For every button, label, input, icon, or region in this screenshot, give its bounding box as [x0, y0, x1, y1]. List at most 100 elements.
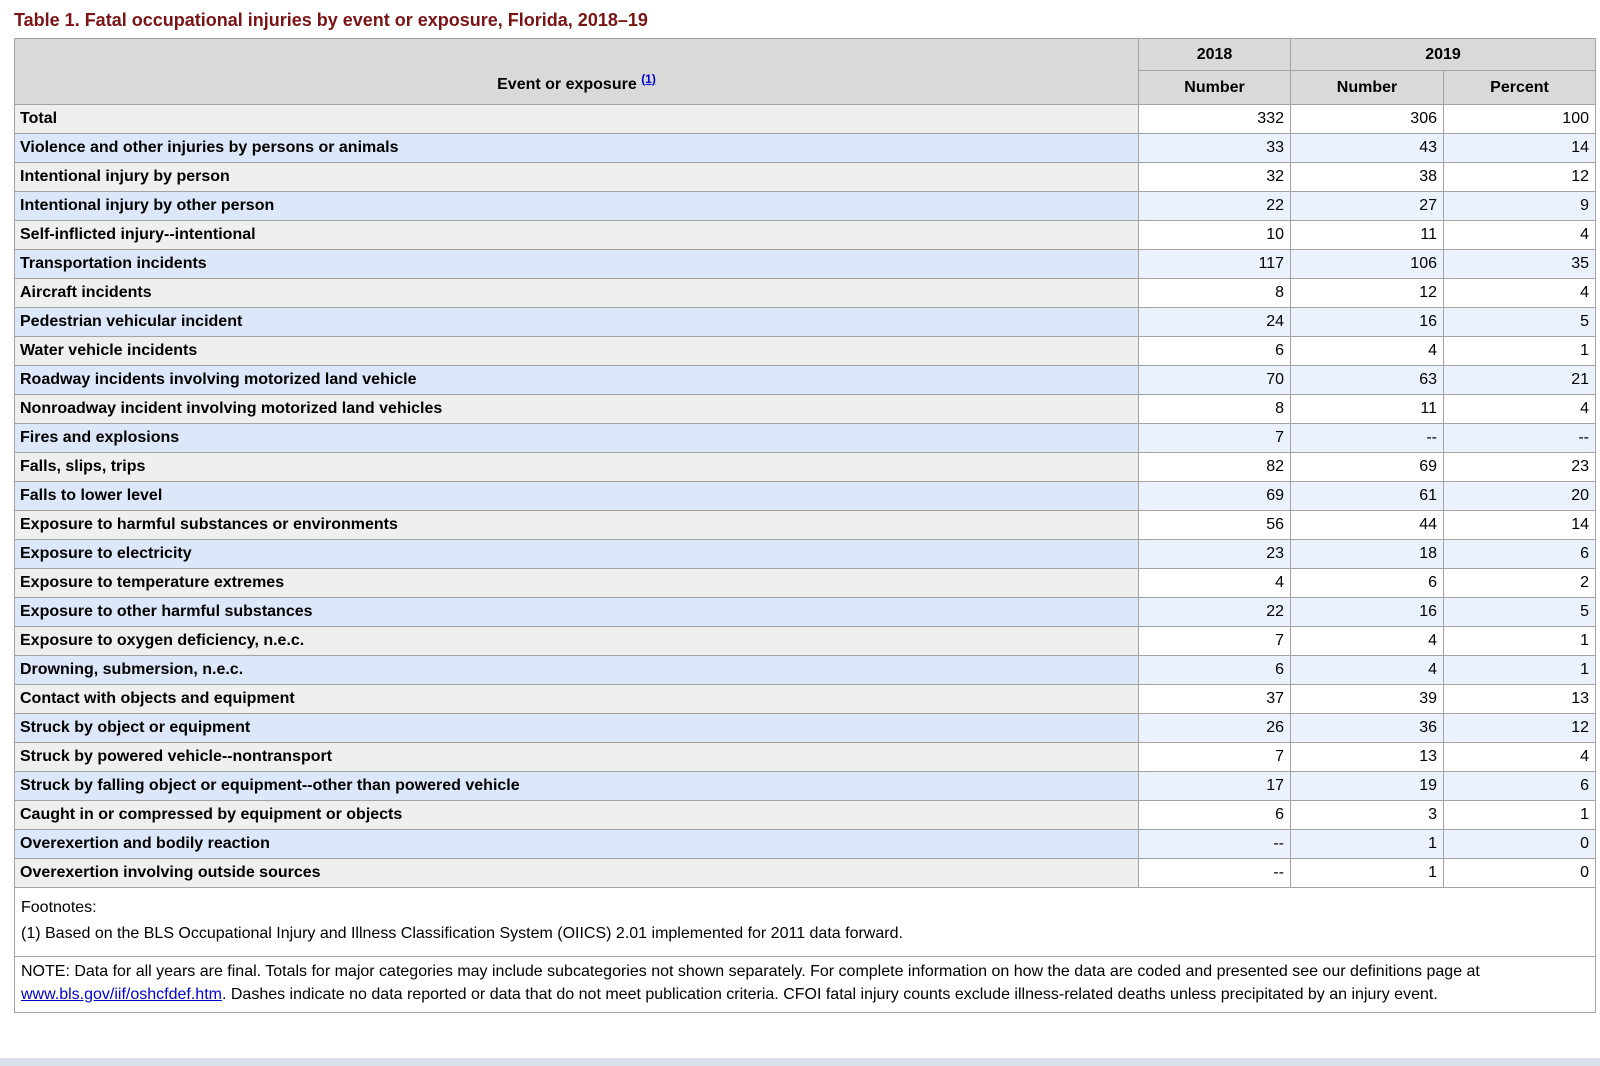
percent-2019-cell: 12 — [1443, 162, 1596, 192]
number-2018-cell: 6 — [1138, 336, 1291, 366]
event-label-cell: Exposure to oxygen deficiency, n.e.c. — [14, 626, 1139, 656]
number-2019-cell: 16 — [1290, 307, 1444, 337]
table-header: Event or exposure (1) 2018 2019 Number N… — [14, 38, 1596, 105]
number-2018-cell: 23 — [1138, 539, 1291, 569]
event-label-cell: Self-inflicted injury--intentional — [14, 220, 1139, 250]
event-label-cell: Fires and explosions — [14, 423, 1139, 453]
percent-2019-cell: 0 — [1443, 858, 1596, 888]
event-label-cell: Exposure to other harmful substances — [14, 597, 1139, 627]
number-2019-cell: 12 — [1290, 278, 1444, 308]
table-row: Exposure to other harmful substances 22 … — [14, 597, 1596, 627]
note-row: NOTE: Data for all years are final. Tota… — [14, 956, 1596, 1013]
number-2018-cell: 117 — [1138, 249, 1291, 279]
number-2018-cell: 22 — [1138, 191, 1291, 221]
table-row: Falls, slips, trips 82 69 23 — [14, 452, 1596, 482]
event-label-cell: Struck by powered vehicle--nontransport — [14, 742, 1139, 772]
number-2019-cell: 11 — [1290, 394, 1444, 424]
number-2019-cell: 13 — [1290, 742, 1444, 772]
percent-2019-cell: 1 — [1443, 655, 1596, 685]
event-label-cell: Caught in or compressed by equipment or … — [14, 800, 1139, 830]
table-row: Fires and explosions 7 -- -- — [14, 423, 1596, 453]
fatal-injuries-table: Event or exposure (1) 2018 2019 Number N… — [14, 38, 1596, 1013]
table-row: Exposure to harmful substances or enviro… — [14, 510, 1596, 540]
event-label-cell: Exposure to temperature extremes — [14, 568, 1139, 598]
number-2018-header: Number — [1138, 70, 1291, 105]
event-label-cell: Pedestrian vehicular incident — [14, 307, 1139, 337]
number-2018-cell: -- — [1138, 858, 1291, 888]
number-2018-cell: 17 — [1138, 771, 1291, 801]
table-row: Nonroadway incident involving motorized … — [14, 394, 1596, 424]
percent-2019-cell: 13 — [1443, 684, 1596, 714]
percent-2019-cell: 100 — [1443, 104, 1596, 134]
number-2019-cell: 63 — [1290, 365, 1444, 395]
event-label-cell: Aircraft incidents — [14, 278, 1139, 308]
definitions-link[interactable]: www.bls.gov/iif/oshcfdef.htm — [21, 986, 222, 1003]
number-2018-cell: 8 — [1138, 278, 1291, 308]
number-2019-cell: 18 — [1290, 539, 1444, 569]
measure-header-row: Number Number Percent — [15, 70, 1596, 105]
number-2018-cell: 82 — [1138, 452, 1291, 482]
note-section: NOTE: Data for all years are final. Tota… — [14, 956, 1596, 1013]
table-row: Exposure to electricity 23 18 6 — [14, 539, 1596, 569]
event-label-cell: Intentional injury by other person — [14, 191, 1139, 221]
percent-2019-cell: 1 — [1443, 336, 1596, 366]
number-2019-cell: 4 — [1290, 626, 1444, 656]
table-row: Caught in or compressed by equipment or … — [14, 800, 1596, 830]
number-2018-cell: 26 — [1138, 713, 1291, 743]
number-2019-cell: 1 — [1290, 858, 1444, 888]
number-2019-cell: 36 — [1290, 713, 1444, 743]
percent-2019-cell: 4 — [1443, 742, 1596, 772]
number-2018-cell: 56 — [1138, 510, 1291, 540]
table-row: Total 332 306 100 — [14, 104, 1596, 134]
number-2019-header: Number — [1290, 70, 1444, 105]
footnote-1-link[interactable]: (1) — [641, 71, 656, 86]
event-label-cell: Water vehicle incidents — [14, 336, 1139, 366]
event-label-cell: Total — [14, 104, 1139, 134]
event-label-cell: Nonroadway incident involving motorized … — [14, 394, 1139, 424]
percent-2019-cell: 5 — [1443, 307, 1596, 337]
percent-2019-cell: 14 — [1443, 510, 1596, 540]
percent-2019-cell: 6 — [1443, 539, 1596, 569]
footnotes-section: Footnotes: (1) Based on the BLS Occupati… — [14, 887, 1596, 957]
table-row: Overexertion and bodily reaction -- 1 0 — [14, 829, 1596, 859]
note-text-prefix: NOTE: Data for all years are final. Tota… — [21, 963, 1480, 980]
event-label-cell: Contact with objects and equipment — [14, 684, 1139, 714]
footnotes-heading: Footnotes: — [21, 899, 97, 916]
table-row: Self-inflicted injury--intentional 10 11… — [14, 220, 1596, 250]
event-label-cell: Transportation incidents — [14, 249, 1139, 279]
percent-2019-cell: 12 — [1443, 713, 1596, 743]
percent-2019-cell: 4 — [1443, 220, 1596, 250]
event-label-cell: Struck by object or equipment — [14, 713, 1139, 743]
table-row: Falls to lower level 69 61 20 — [14, 481, 1596, 511]
percent-2019-cell: 5 — [1443, 597, 1596, 627]
table-row: Drowning, submersion, n.e.c. 6 4 1 — [14, 655, 1596, 685]
number-2019-cell: 61 — [1290, 481, 1444, 511]
number-2018-cell: 6 — [1138, 655, 1291, 685]
percent-2019-cell: 1 — [1443, 800, 1596, 830]
number-2018-cell: 7 — [1138, 423, 1291, 453]
footnotes-row: Footnotes: (1) Based on the BLS Occupati… — [14, 887, 1596, 957]
percent-2019-cell: -- — [1443, 423, 1596, 453]
table-row: Struck by powered vehicle--nontransport … — [14, 742, 1596, 772]
table-footer: Footnotes: (1) Based on the BLS Occupati… — [14, 887, 1596, 1013]
number-2019-cell: 38 — [1290, 162, 1444, 192]
table-row: Violence and other injuries by persons o… — [14, 133, 1596, 163]
number-2018-cell: -- — [1138, 829, 1291, 859]
page-title: Table 1. Fatal occupational injuries by … — [14, 10, 648, 30]
event-label-cell: Overexertion and bodily reaction — [14, 829, 1139, 859]
number-2018-cell: 6 — [1138, 800, 1291, 830]
number-2018-cell: 70 — [1138, 365, 1291, 395]
table-row: Overexertion involving outside sources -… — [14, 858, 1596, 888]
percent-2019-cell: 9 — [1443, 191, 1596, 221]
percent-2019-cell: 21 — [1443, 365, 1596, 395]
number-2019-cell: 3 — [1290, 800, 1444, 830]
number-2019-cell: 306 — [1290, 104, 1444, 134]
percent-2019-cell: 35 — [1443, 249, 1596, 279]
footnote-1-text: (1) Based on the BLS Occupational Injury… — [21, 925, 903, 942]
percent-2019-cell: 14 — [1443, 133, 1596, 163]
percent-2019-cell: 2 — [1443, 568, 1596, 598]
event-label-cell: Drowning, submersion, n.e.c. — [14, 655, 1139, 685]
event-label-cell: Violence and other injuries by persons o… — [14, 133, 1139, 163]
number-2018-cell: 10 — [1138, 220, 1291, 250]
number-2018-cell: 22 — [1138, 597, 1291, 627]
